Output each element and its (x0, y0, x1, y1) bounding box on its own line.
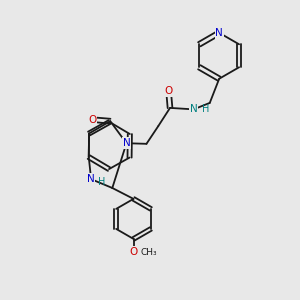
Text: N: N (190, 104, 197, 114)
Text: N: N (123, 138, 130, 148)
Text: O: O (88, 115, 97, 125)
Text: CH₃: CH₃ (140, 248, 157, 257)
Text: O: O (164, 86, 173, 96)
Text: O: O (129, 247, 138, 257)
Text: N: N (215, 28, 223, 38)
Text: H: H (202, 104, 210, 114)
Text: H: H (98, 177, 106, 187)
Text: N: N (87, 174, 94, 184)
